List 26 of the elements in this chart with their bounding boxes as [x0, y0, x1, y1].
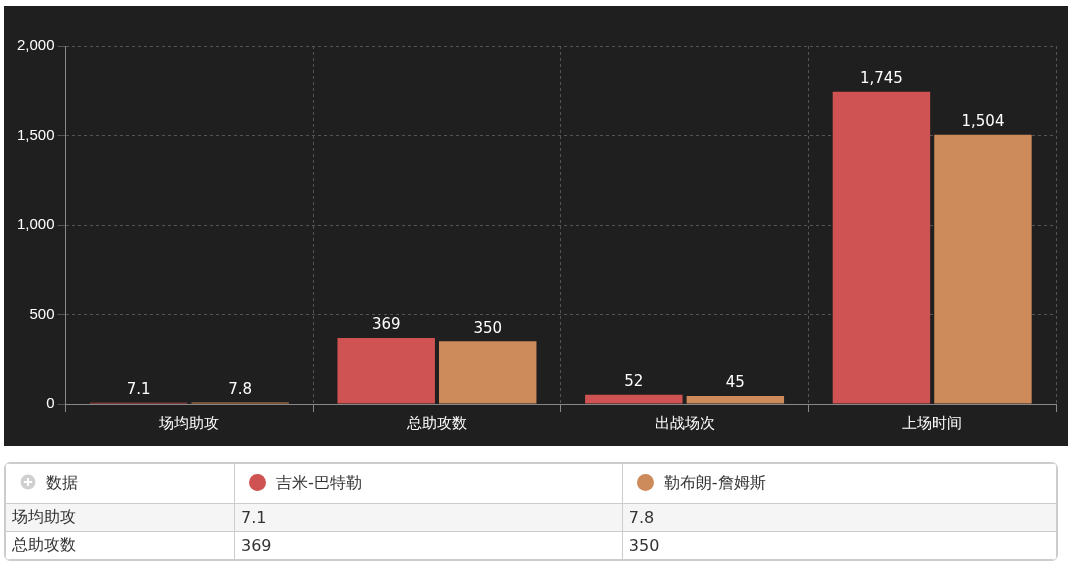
- x-tick-label: 总助攻数: [405, 414, 467, 432]
- y-tick-label: 0: [46, 394, 55, 412]
- x-tick-label: 场均助攻: [158, 414, 220, 432]
- text: 7.8: [628, 508, 655, 527]
- data-label: 1,745: [859, 69, 903, 88]
- category-label: 总助攻数: [12, 535, 76, 554]
- text: 7.1: [241, 508, 267, 527]
- text: 数据: [5, 463, 235, 504]
- data-label: 1,504: [961, 112, 1005, 131]
- text: 350: [628, 536, 660, 555]
- category-label: 场均助攻: [12, 507, 76, 526]
- y-tick-label: 500: [29, 304, 55, 322]
- y-tick-label: 1,500: [16, 125, 55, 143]
- data-label: 369: [371, 315, 401, 334]
- data-label: 45: [725, 373, 745, 392]
- data-label: 52: [624, 372, 644, 391]
- data-label: 350: [473, 318, 503, 337]
- data-label: 7.1: [126, 380, 151, 399]
- y-tick-label: 1,000: [16, 215, 55, 233]
- x-tick-label: 出战场次: [654, 414, 715, 432]
- legend-label: 勒布朗-詹姆斯: [622, 463, 1057, 504]
- text: 369: [241, 536, 272, 555]
- x-tick-label: 上场时间: [902, 414, 963, 432]
- data-label: 7.8: [228, 379, 253, 398]
- y-tick-label: 2,000: [16, 36, 55, 54]
- legend-label: 吉米-巴特勒: [234, 463, 623, 504]
